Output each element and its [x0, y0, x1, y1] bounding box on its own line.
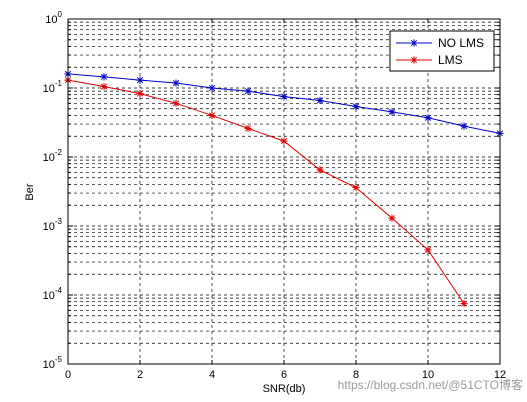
data-point	[460, 122, 468, 130]
x-axis-label: SNR(db)	[263, 383, 306, 395]
plot-area	[68, 19, 500, 364]
y-tick-label: 100	[45, 10, 62, 26]
y-tick-label: 10-1	[43, 79, 63, 95]
data-point	[208, 84, 216, 92]
data-point	[100, 82, 108, 91]
data-point	[352, 184, 360, 192]
data-point	[244, 124, 252, 132]
data-point	[172, 79, 180, 87]
x-tick-label: 12	[494, 369, 506, 381]
legend-label: NO LMS	[438, 36, 484, 50]
data-point	[136, 89, 144, 98]
data-point	[388, 214, 396, 222]
data-point	[172, 99, 180, 107]
y-tick-labels: 10-5 10-4 10-3 10-2 10-1 100	[43, 10, 63, 371]
x-tick-label: 6	[281, 369, 287, 381]
watermark-text: https://blog.csdn.net/@51CTO博客	[338, 377, 523, 392]
data-point	[352, 102, 360, 111]
y-axis-label: Ber	[24, 183, 36, 200]
legend: NO LMS LMS	[389, 30, 495, 72]
data-point	[136, 76, 144, 84]
data-point	[244, 87, 252, 95]
data-point	[280, 93, 288, 101]
data-point	[316, 96, 324, 105]
data-point	[424, 114, 432, 122]
legend-marker	[410, 39, 418, 47]
y-tick-label: 10-2	[43, 148, 63, 164]
data-point	[424, 246, 432, 254]
series-group	[64, 70, 504, 308]
legend-marker	[410, 56, 418, 64]
data-point	[100, 73, 108, 81]
data-point	[208, 111, 216, 120]
x-tick-label: 2	[137, 369, 143, 381]
y-tick-label: 10-4	[43, 286, 63, 302]
x-tick-labels: 0 2 4 6 8 10 12	[65, 369, 506, 381]
y-tick-label: 10-3	[43, 217, 63, 233]
legend-box	[389, 30, 495, 72]
data-point	[280, 137, 288, 145]
series-line-lms	[67, 79, 465, 304]
y-tick-label: 10-5	[43, 355, 63, 371]
data-point	[460, 300, 468, 308]
x-tick-label: 8	[353, 369, 359, 381]
x-tick-label: 4	[209, 369, 215, 381]
x-tick-label: 0	[65, 369, 71, 381]
x-tick-label: 10	[422, 369, 434, 381]
data-point	[388, 108, 396, 116]
tick-marks	[67, 18, 501, 365]
data-point	[316, 166, 324, 174]
legend-label: LMS	[438, 53, 463, 67]
